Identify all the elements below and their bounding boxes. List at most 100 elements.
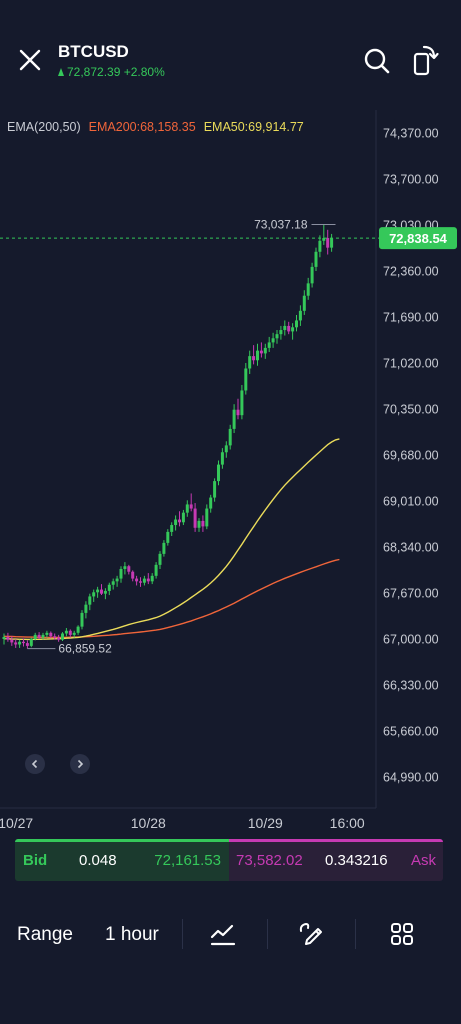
candle-body	[291, 327, 295, 332]
ema200-line	[3, 558, 340, 639]
candle-body	[131, 571, 135, 579]
draw-button[interactable]	[298, 921, 324, 947]
y-tick-label: 72,360.00	[383, 265, 439, 279]
current-price-label: 72,838.54	[389, 231, 448, 246]
interval-button[interactable]: 1 hour	[105, 924, 159, 945]
candle-body	[244, 368, 248, 391]
y-tick-label: 64,990.00	[383, 771, 439, 785]
candle-body	[142, 578, 146, 583]
bid-panel[interactable]: Bid 0.048 72,161.53	[15, 839, 229, 881]
candle-body	[146, 578, 150, 582]
price-chart[interactable]: 74,370.0073,700.0073,030.0072,360.0071,6…	[0, 100, 461, 840]
candle-body	[178, 519, 181, 523]
candle-body	[322, 238, 326, 241]
candle-body	[154, 564, 158, 576]
toolbar-divider	[267, 919, 268, 949]
layout-grid-icon	[391, 923, 413, 945]
y-tick-label: 71,020.00	[383, 357, 439, 371]
bottom-toolbar: Range 1 hour	[0, 905, 461, 963]
candle-body	[6, 636, 10, 640]
candle-body	[14, 642, 18, 645]
header: BTCUSD 72,872.39 +2.80%	[0, 0, 461, 100]
candle-body	[217, 464, 220, 482]
candle-body	[220, 452, 224, 465]
x-tick-label: 16:00	[330, 815, 365, 831]
scroll-left-button[interactable]	[25, 754, 45, 774]
ask-price: 73,582.02	[236, 852, 303, 869]
candle-body	[271, 338, 275, 343]
y-tick-label: 69,680.00	[383, 449, 439, 463]
candle-body	[248, 356, 252, 369]
candle-body	[314, 251, 318, 267]
layout-button[interactable]	[389, 921, 415, 947]
candle-body	[107, 584, 111, 591]
candle-body	[228, 428, 232, 446]
rotate-screen-button[interactable]	[410, 44, 440, 76]
candle-body	[53, 636, 57, 638]
y-tick-label: 67,670.00	[383, 587, 439, 601]
candle-body	[123, 566, 127, 569]
candle-body	[193, 508, 197, 528]
candle-body	[295, 320, 298, 328]
y-tick-label: 67,000.00	[383, 633, 439, 647]
price-change-text: 72,872.39 +2.80%	[67, 65, 165, 79]
y-tick-label: 66,330.00	[383, 679, 439, 693]
toolbar-divider	[355, 919, 356, 949]
chevron-right-icon	[77, 759, 84, 769]
candle-body	[162, 542, 166, 554]
bid-price: 72,161.53	[154, 852, 221, 869]
candle-body	[127, 566, 131, 572]
candle-body	[61, 633, 64, 640]
candle-body	[22, 641, 25, 644]
candle-body	[205, 508, 209, 527]
draw-icon	[299, 922, 322, 945]
scroll-right-button[interactable]	[70, 754, 90, 774]
ask-panel[interactable]: 73,582.02 0.343216 Ask	[229, 839, 443, 881]
y-tick-label: 74,370.00	[383, 127, 439, 141]
current-price-tag	[379, 227, 457, 250]
candle-body	[96, 589, 100, 593]
candle-body	[64, 630, 68, 634]
candle-body	[267, 342, 271, 348]
candle-body	[92, 592, 96, 597]
candle-body	[330, 238, 334, 248]
candle-body	[135, 578, 139, 582]
candle-body	[10, 639, 14, 643]
close-button[interactable]	[14, 44, 46, 76]
search-icon	[364, 48, 390, 74]
candle-body	[80, 612, 84, 627]
candle-body	[139, 581, 142, 583]
candle-body	[72, 632, 76, 635]
candle-body	[76, 626, 80, 633]
candle-body	[166, 531, 170, 543]
candle-body	[279, 330, 283, 335]
candle-body	[302, 295, 306, 311]
range-button[interactable]: Range	[17, 924, 73, 945]
search-button[interactable]	[362, 46, 392, 76]
indicators-button[interactable]	[210, 921, 236, 947]
candle-body	[189, 504, 193, 509]
candle-body	[100, 589, 103, 594]
candle-body	[201, 520, 205, 527]
candle-body	[115, 578, 119, 582]
rotate-screen-icon	[413, 45, 439, 76]
candle-body	[283, 325, 287, 331]
candle-body	[33, 634, 37, 639]
y-tick-label: 70,350.00	[383, 403, 439, 417]
chevron-left-icon	[31, 759, 38, 769]
candle-body	[103, 590, 107, 594]
candle-body	[2, 636, 6, 639]
candle-body	[240, 390, 244, 416]
symbol-title: BTCUSD	[58, 42, 129, 61]
candle-body	[232, 409, 236, 429]
high-label: 73,037.18	[254, 218, 308, 232]
candle-body	[170, 525, 174, 532]
candle-body	[41, 634, 45, 638]
candle-body	[57, 637, 61, 640]
candle-body	[263, 347, 267, 354]
candle-body	[306, 283, 310, 296]
y-tick-label: 69,010.00	[383, 495, 439, 509]
candle-body	[88, 596, 92, 605]
y-tick-label: 71,690.00	[383, 311, 439, 325]
candle-body	[84, 604, 88, 613]
